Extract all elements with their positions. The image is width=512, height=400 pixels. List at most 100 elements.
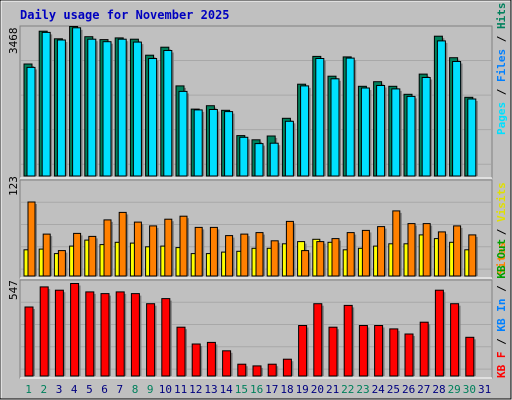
files-bar bbox=[56, 39, 66, 177]
sites-bar bbox=[209, 226, 218, 277]
kbytes-max-label: 547 bbox=[7, 280, 20, 300]
sites-bar bbox=[164, 218, 173, 277]
sites-bar bbox=[133, 221, 142, 277]
day-label: 8 bbox=[132, 383, 139, 396]
kb-in-bar bbox=[176, 326, 186, 377]
files-bar bbox=[26, 66, 36, 177]
sites-bar bbox=[103, 219, 112, 277]
kbytes-legend: KB F / KB In / KB Out bbox=[495, 239, 508, 378]
bars bbox=[23, 26, 478, 377]
sites-bar bbox=[422, 223, 431, 277]
sites-bar bbox=[301, 250, 310, 277]
kb-in-bar bbox=[206, 341, 216, 377]
sites-bar bbox=[27, 201, 36, 277]
day-label: 16 bbox=[250, 383, 263, 396]
legend-sep: / bbox=[495, 222, 508, 242]
legend-sep: / bbox=[495, 29, 508, 49]
files-bar bbox=[239, 136, 249, 177]
kb-in-bar bbox=[313, 303, 323, 377]
day-label: 5 bbox=[86, 383, 93, 396]
day-label: 26 bbox=[402, 383, 415, 396]
day-label: 3 bbox=[56, 383, 63, 396]
kb-in-bar bbox=[115, 291, 125, 377]
files-bar bbox=[391, 88, 401, 177]
sites-bar bbox=[149, 225, 158, 277]
day-label: 28 bbox=[432, 383, 445, 396]
day-labels: 1 2 3 4 5 6 7 8 9 10 11 12 13 14 15 16 17 18 19 20 21 22 23 24 2… bbox=[25, 383, 491, 396]
hits-legend: Pages / Files / Hits bbox=[495, 3, 508, 136]
legend-kb-in: KB In bbox=[495, 299, 508, 332]
day-label: 30 bbox=[463, 383, 476, 396]
legend-sites: Sites bbox=[495, 242, 508, 275]
day-label: 17 bbox=[265, 383, 278, 396]
day-label: 6 bbox=[101, 383, 108, 396]
legend-sep: / bbox=[495, 82, 508, 102]
kb-in-bar bbox=[282, 358, 292, 377]
files-bar bbox=[132, 41, 142, 177]
files-bar bbox=[467, 98, 477, 177]
files-bar bbox=[300, 85, 310, 177]
sites-bar bbox=[88, 235, 97, 277]
day-label: 29 bbox=[448, 383, 461, 396]
files-bar bbox=[376, 85, 386, 177]
day-label: 4 bbox=[71, 383, 78, 396]
kb-in-bar bbox=[24, 306, 34, 377]
day-label: 14 bbox=[220, 383, 234, 396]
day-label: 11 bbox=[174, 383, 187, 396]
kb-in-bar bbox=[267, 363, 277, 377]
day-label: 12 bbox=[189, 383, 202, 396]
sites-bar bbox=[240, 233, 249, 277]
day-label: 7 bbox=[116, 383, 123, 396]
sites-bar bbox=[285, 220, 294, 277]
kb-in-bar bbox=[358, 325, 368, 377]
sites-bar bbox=[316, 241, 325, 277]
day-label: 19 bbox=[296, 383, 309, 396]
day-label: 18 bbox=[280, 383, 293, 396]
files-bar bbox=[163, 50, 173, 177]
files-bar bbox=[269, 142, 279, 177]
day-label: 15 bbox=[235, 383, 248, 396]
legend-sep: / bbox=[495, 279, 508, 299]
day-label: 21 bbox=[326, 383, 339, 396]
files-bar bbox=[87, 38, 97, 177]
files-bar bbox=[452, 61, 462, 177]
day-label: 1 bbox=[25, 383, 32, 396]
sites-bar bbox=[42, 233, 51, 277]
sites-bar bbox=[437, 231, 446, 277]
kb-in-bar bbox=[374, 325, 384, 377]
sites-bar bbox=[179, 215, 188, 277]
kb-in-bar bbox=[328, 326, 338, 377]
day-label: 10 bbox=[159, 383, 172, 396]
day-label: 25 bbox=[387, 383, 400, 396]
sites-bar bbox=[346, 232, 355, 277]
kb-in-bar bbox=[39, 286, 49, 377]
visits-legend: Sites / Visits bbox=[495, 182, 508, 275]
kb-in-bar bbox=[191, 343, 201, 377]
files-bar bbox=[193, 109, 203, 177]
files-bar bbox=[345, 57, 355, 177]
kb-in-bar bbox=[85, 291, 95, 377]
kb-in-bar bbox=[100, 293, 110, 377]
kb-in-bar bbox=[434, 289, 444, 377]
files-bar bbox=[421, 77, 431, 177]
files-bar bbox=[315, 58, 325, 177]
day-label: 23 bbox=[356, 383, 369, 396]
kb-in-bar bbox=[70, 283, 80, 377]
kb-in-bar bbox=[404, 333, 414, 377]
chart-title: Daily usage for November 2025 bbox=[20, 8, 230, 22]
kb-in-bar bbox=[237, 363, 247, 377]
files-bar bbox=[208, 109, 218, 177]
kb-in-bar bbox=[465, 336, 475, 377]
files-bar bbox=[102, 41, 112, 177]
hits-max-label: 3468 bbox=[7, 28, 20, 55]
files-bar bbox=[330, 78, 340, 177]
sites-bar bbox=[407, 223, 416, 277]
kb-in-bar bbox=[450, 303, 460, 377]
kb-in-bar bbox=[146, 303, 156, 377]
kb-in-bar bbox=[161, 298, 171, 377]
files-bar bbox=[117, 38, 127, 177]
day-label: 20 bbox=[311, 383, 324, 396]
kb-in-bar bbox=[252, 365, 262, 377]
files-bar bbox=[148, 58, 158, 177]
